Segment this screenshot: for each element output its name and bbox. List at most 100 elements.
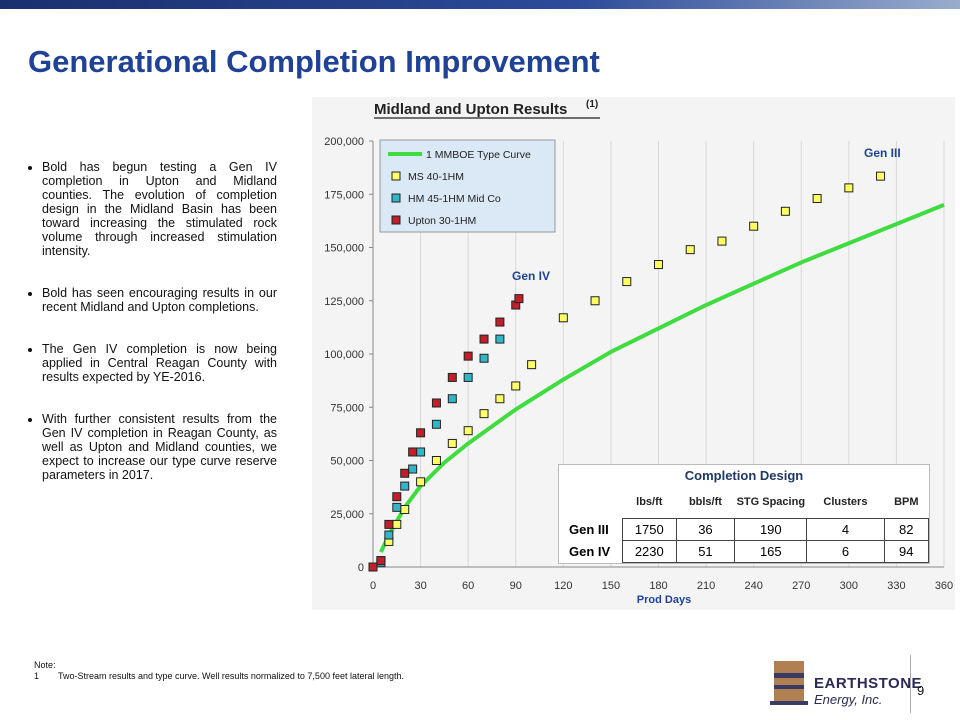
cell: 190 xyxy=(734,518,808,541)
legend-swatch xyxy=(391,193,401,203)
x-tick-label: 0 xyxy=(370,580,376,592)
marker xyxy=(558,313,568,323)
annotation: Gen IV xyxy=(512,269,550,283)
annotation: Gen III xyxy=(864,146,901,160)
slide-title: Generational Completion Improvement xyxy=(28,44,600,79)
cell: 1750 xyxy=(622,518,677,541)
y-tick-label: 175,000 xyxy=(324,189,364,201)
marker xyxy=(416,428,426,438)
table-title: Completion Design xyxy=(684,468,804,483)
marker xyxy=(408,464,418,474)
cell: 2230 xyxy=(622,540,677,563)
marker xyxy=(527,360,537,370)
x-tick-label: 270 xyxy=(792,580,810,592)
marker xyxy=(400,504,410,514)
x-axis-label: Prod Days xyxy=(637,594,691,606)
y-tick-label: 25,000 xyxy=(330,509,364,521)
marker xyxy=(479,334,489,344)
x-tick-label: 60 xyxy=(462,580,474,592)
marker xyxy=(463,426,473,436)
marker xyxy=(400,468,410,478)
row-name: Gen IV xyxy=(569,544,611,559)
marker xyxy=(384,519,394,529)
marker xyxy=(447,372,457,382)
marker xyxy=(812,194,822,204)
legend-swatch xyxy=(391,171,401,181)
marker xyxy=(392,492,402,502)
y-tick-label: 50,000 xyxy=(330,456,364,468)
cell: 51 xyxy=(675,540,736,563)
note-text: Two-Stream results and type curve. Well … xyxy=(58,671,404,681)
marker xyxy=(717,236,727,246)
logo-sub: Energy, Inc. xyxy=(814,692,883,707)
marker xyxy=(447,438,457,448)
legend-label: Upton 30-1HM xyxy=(408,215,476,227)
marker xyxy=(392,502,402,512)
marker xyxy=(479,409,489,419)
bullet: With further consistent results from the… xyxy=(42,412,277,482)
marker xyxy=(495,334,505,344)
marker xyxy=(408,447,418,457)
x-tick-label: 360 xyxy=(935,580,953,592)
cell: 4 xyxy=(806,518,885,541)
divider xyxy=(910,655,911,713)
cell: 165 xyxy=(734,540,808,563)
bullet: The Gen IV completion is now being appli… xyxy=(42,342,277,384)
cell: 94 xyxy=(883,540,930,563)
y-tick-label: 75,000 xyxy=(330,402,364,414)
x-tick-label: 120 xyxy=(554,580,572,592)
x-tick-label: 300 xyxy=(840,580,858,592)
column-header: Clusters xyxy=(823,496,868,508)
marker xyxy=(495,317,505,327)
marker xyxy=(416,447,426,457)
marker xyxy=(685,245,695,255)
y-tick-label: 0 xyxy=(358,562,364,574)
cell: 36 xyxy=(675,518,736,541)
marker xyxy=(511,381,521,391)
bullet-list: Bold has begun testing a Gen IV completi… xyxy=(20,160,277,510)
marker xyxy=(844,183,854,193)
x-tick-label: 150 xyxy=(602,580,620,592)
marker xyxy=(384,530,394,540)
logo-icon xyxy=(770,661,808,705)
y-tick-label: 100,000 xyxy=(324,349,364,361)
column-header: STG Spacing xyxy=(736,496,806,508)
x-tick-label: 180 xyxy=(649,580,667,592)
logo-name: EARTHSTONE xyxy=(814,675,923,692)
marker xyxy=(749,221,759,231)
marker xyxy=(368,562,378,572)
legend-label: HM 45-1HM Mid Co xyxy=(408,193,501,205)
logo: EARTHSTONE Energy, Inc. xyxy=(768,655,922,710)
marker xyxy=(654,260,663,270)
marker xyxy=(431,419,441,429)
type-curve xyxy=(379,203,945,553)
row-name: Gen III xyxy=(569,522,609,537)
legend-label: MS 40-1HM xyxy=(408,171,464,183)
bullet: Bold has seen encouraging results in our… xyxy=(42,286,277,314)
note-number: 1 xyxy=(34,671,40,681)
y-tick-label: 150,000 xyxy=(324,243,364,255)
marker xyxy=(495,394,505,404)
marker xyxy=(463,351,473,361)
x-tick-label: 90 xyxy=(510,580,522,592)
marker xyxy=(479,353,489,363)
marker xyxy=(876,171,886,181)
marker xyxy=(431,398,441,408)
note: Note: 1 Two-Stream results and type curve… xyxy=(34,660,404,682)
marker xyxy=(431,456,441,465)
x-tick-label: 240 xyxy=(744,580,762,592)
bullet: Bold has begun testing a Gen IV completi… xyxy=(42,160,277,258)
marker xyxy=(447,394,457,404)
marker xyxy=(622,277,632,287)
marker xyxy=(463,372,473,382)
marker xyxy=(376,556,386,566)
completion-table: Completion Design lbs/ft bbls/ft STG Spa… xyxy=(558,464,930,564)
top-band xyxy=(0,0,960,9)
x-tick-label: 210 xyxy=(697,580,715,592)
marker xyxy=(392,519,402,529)
cell: 82 xyxy=(883,518,930,541)
marker xyxy=(400,481,410,491)
column-header: bbls/ft xyxy=(688,496,722,508)
marker xyxy=(514,294,524,304)
